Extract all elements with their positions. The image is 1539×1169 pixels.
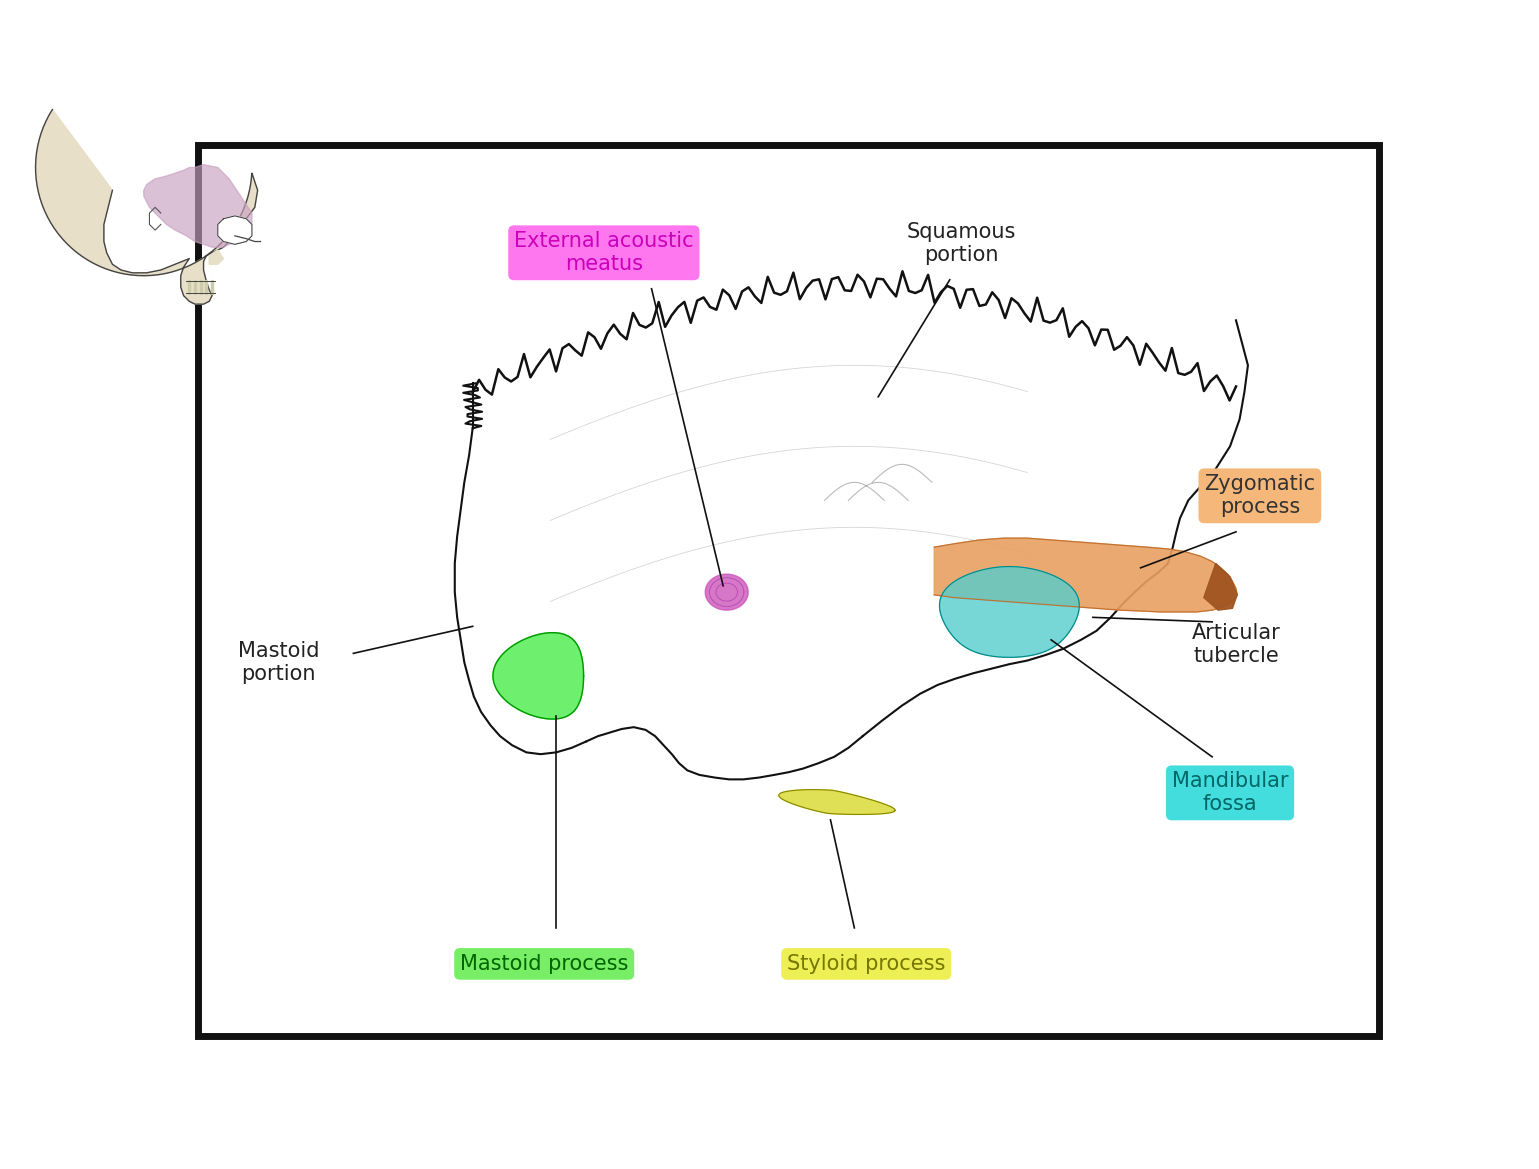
Text: Mandibular
fossa: Mandibular fossa — [1171, 772, 1288, 815]
Polygon shape — [209, 250, 223, 264]
Text: Styloid process: Styloid process — [786, 954, 945, 974]
Text: Zygomatic
process: Zygomatic process — [1205, 475, 1316, 518]
Polygon shape — [217, 216, 252, 244]
Polygon shape — [779, 789, 896, 815]
Polygon shape — [143, 165, 252, 247]
Polygon shape — [456, 271, 1248, 780]
Polygon shape — [705, 574, 748, 610]
Text: Squamous
portion: Squamous portion — [906, 222, 1016, 265]
Polygon shape — [1203, 563, 1237, 610]
Text: Mastoid process: Mastoid process — [460, 954, 628, 974]
Text: Articular
tubercle: Articular tubercle — [1191, 623, 1280, 666]
Text: Mastoid
portion: Mastoid portion — [237, 641, 319, 684]
Polygon shape — [934, 538, 1237, 611]
Text: External acoustic
meatus: External acoustic meatus — [514, 231, 694, 275]
Polygon shape — [492, 632, 583, 719]
Polygon shape — [35, 110, 257, 304]
Polygon shape — [939, 567, 1079, 657]
